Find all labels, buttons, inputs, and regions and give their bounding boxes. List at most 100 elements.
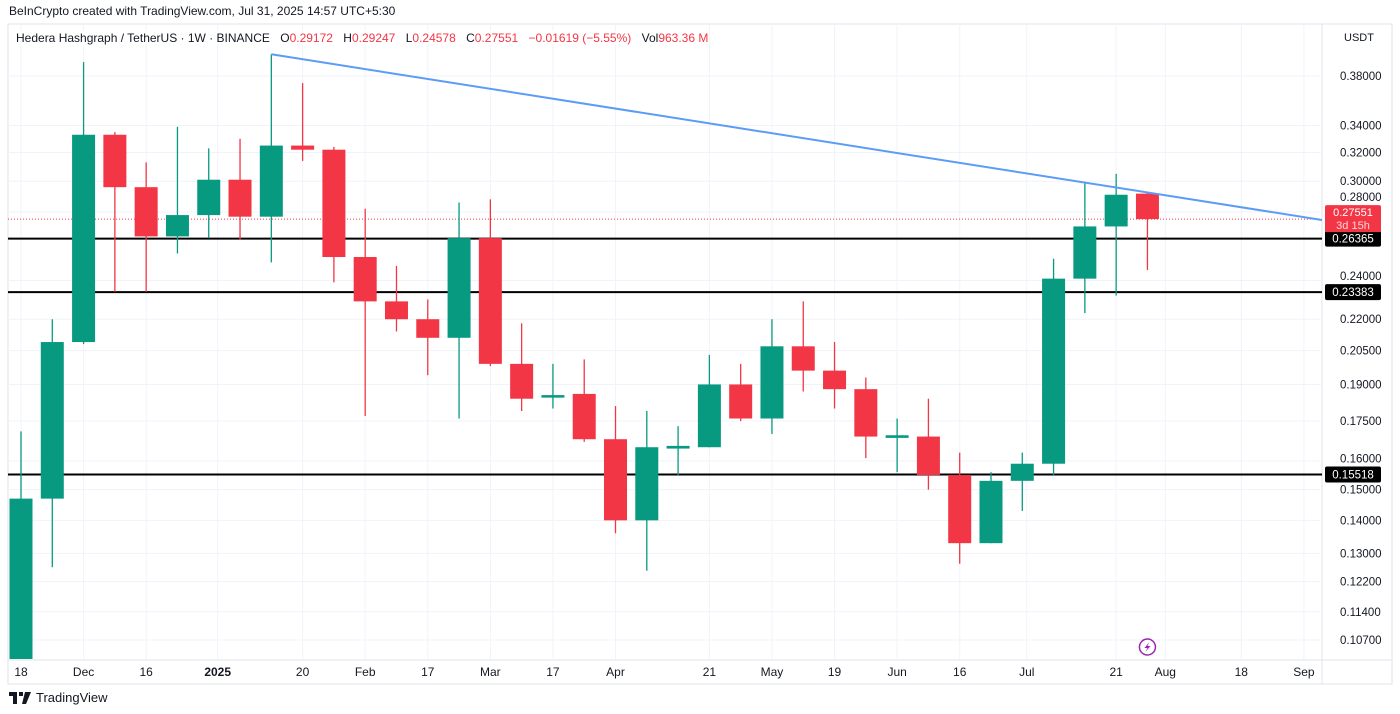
candle-body — [1010, 463, 1034, 481]
candle-body — [259, 145, 283, 217]
last-price-badge — [1325, 205, 1381, 233]
candle-body — [823, 370, 847, 390]
candle — [666, 426, 690, 476]
time-tick-label: 20 — [296, 665, 310, 679]
candle — [916, 398, 940, 490]
price-tick-label: 0.14000 — [1340, 515, 1382, 527]
open-value: 0.29172 — [289, 31, 333, 45]
high-value: 0.29247 — [351, 31, 396, 45]
time-tick-label: 2025 — [204, 665, 231, 679]
change-value: −0.01619 (−5.55%) — [528, 31, 632, 45]
price-tick-label: 0.16000 — [1340, 454, 1382, 466]
last-price-label: 0.27551 — [1333, 207, 1373, 219]
close-label: C — [466, 31, 475, 45]
candle-body — [916, 436, 940, 476]
candle-body — [134, 187, 158, 237]
candle-body — [40, 342, 64, 499]
time-tick-label: 18 — [14, 665, 28, 679]
candle — [854, 377, 878, 459]
candle — [1073, 182, 1097, 314]
candle — [697, 354, 721, 448]
candle — [228, 138, 252, 240]
candle — [322, 146, 346, 283]
low-value: 0.24578 — [412, 31, 456, 45]
candle-body — [885, 435, 909, 438]
time-tick-label: Sep — [1293, 665, 1315, 679]
candle-body — [1135, 193, 1159, 220]
level-price-badge — [1325, 466, 1381, 483]
time-tick-label: 21 — [1109, 665, 1123, 679]
symbol-legend: Hedera Hashgraph / TetherUS · 1W · BINAN… — [16, 31, 709, 45]
time-tick-label: Jul — [1019, 665, 1034, 679]
time-tick-label: 17 — [421, 665, 435, 679]
candle-body — [729, 384, 753, 419]
candle — [1104, 173, 1128, 296]
time-tick-label: 21 — [703, 665, 717, 679]
candle-body — [666, 445, 690, 449]
level-price-label: 0.26365 — [1332, 234, 1374, 246]
price-tick-label: 0.30000 — [1340, 176, 1382, 188]
candle-body — [228, 179, 252, 217]
candle-body — [478, 238, 502, 364]
candle-body — [948, 475, 972, 544]
price-tick-label: 0.11400 — [1340, 607, 1381, 619]
price-tick-label: 0.24000 — [1340, 271, 1382, 283]
candle — [478, 199, 502, 367]
price-tick-label: 0.10700 — [1340, 635, 1382, 647]
candle-body — [103, 134, 127, 188]
time-tick-label: May — [761, 665, 784, 679]
candle — [1042, 258, 1066, 476]
time-tick-label: Feb — [355, 665, 376, 679]
time-tick-label: Dec — [73, 665, 94, 679]
candle — [635, 410, 659, 571]
candle — [165, 126, 189, 254]
price-tick-label: 0.22000 — [1340, 314, 1382, 326]
candle — [416, 299, 440, 376]
candle-body — [604, 439, 628, 521]
low-label: L — [405, 31, 413, 45]
open-label: O — [280, 31, 290, 45]
candle-body — [197, 179, 221, 216]
candle — [541, 363, 565, 409]
candle-body — [9, 498, 33, 659]
candle — [447, 202, 471, 419]
candle — [760, 319, 784, 434]
candle — [823, 342, 847, 409]
price-tick-label: 0.13000 — [1340, 548, 1382, 560]
price-tick-label: 0.17500 — [1340, 416, 1382, 428]
candle-body — [416, 319, 440, 338]
time-tick-label: 17 — [546, 665, 560, 679]
candle — [103, 132, 127, 292]
time-tick-label: 18 — [1235, 665, 1249, 679]
candle-body — [165, 215, 189, 237]
price-tick-label: 0.38000 — [1340, 71, 1382, 83]
level-price-label: 0.15518 — [1332, 470, 1374, 482]
volume-value: 963.36 M — [658, 31, 709, 45]
candle — [791, 301, 815, 392]
candle — [948, 452, 972, 564]
candle — [384, 265, 408, 332]
price-tick-label: 0.19000 — [1340, 379, 1382, 391]
symbol-title[interactable]: Hedera Hashgraph / TetherUS · 1W · BINAN… — [16, 31, 270, 45]
candle — [729, 363, 753, 422]
close-value: 0.27551 — [474, 31, 519, 45]
candle-body — [1042, 278, 1066, 464]
tradingview-brand: TradingView — [36, 690, 108, 705]
level-price-badge — [1325, 230, 1381, 247]
time-tick-label: 19 — [828, 665, 842, 679]
currency-button[interactable]: USDT — [1344, 32, 1374, 44]
price-tick-label: 0.12200 — [1340, 577, 1382, 589]
candle — [40, 319, 64, 568]
candle-body — [791, 346, 815, 371]
tradingview-logo-icon — [9, 691, 31, 704]
candle-body — [1073, 226, 1097, 279]
candle — [572, 359, 596, 442]
candle-body — [384, 301, 408, 320]
candle — [885, 418, 909, 473]
lightning-icon — [1138, 638, 1157, 656]
volume-label: Vol — [641, 31, 659, 45]
candle-body — [353, 257, 377, 302]
time-tick-label: 16 — [953, 665, 967, 679]
plot-area — [8, 53, 1322, 659]
